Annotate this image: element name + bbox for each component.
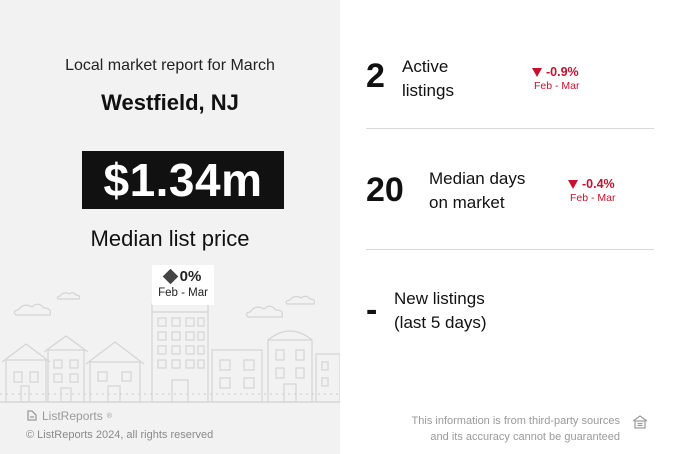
- stat-label: New listings (last 5 days): [394, 287, 487, 335]
- median-price-change-period: Feb - Mar: [158, 287, 208, 299]
- stat-change: -0.4% Feb - Mar: [568, 177, 616, 204]
- divider: [366, 128, 654, 129]
- median-price-change-pct: 0%: [179, 268, 202, 285]
- stat-active-listings: 2 Active listings -0.9% Feb - Mar: [366, 55, 656, 105]
- median-price-label: Median list price: [90, 226, 250, 251]
- triangle-down-icon: [532, 67, 542, 77]
- brand-registered-mark: ®: [106, 412, 112, 420]
- right-panel: 2 Active listings -0.9% Feb - Mar 20 Med…: [340, 0, 680, 454]
- stat-change-pct: -0.9%: [546, 65, 579, 79]
- equal-housing-icon: [632, 415, 648, 429]
- stat-label-line2: on market: [429, 193, 505, 212]
- left-panel: Local market report for March Westfield,…: [0, 0, 340, 454]
- brand-logo: ListReports ®: [26, 409, 112, 423]
- median-price-value: $1.34m: [82, 151, 284, 209]
- stat-number: 2: [366, 57, 385, 95]
- report-title: Local market report for March: [65, 57, 275, 74]
- copyright-text: © ListReports 2024, all rights reserved: [26, 429, 214, 441]
- median-price-change: 0% Feb - Mar: [152, 265, 214, 305]
- stat-change-pct: -0.4%: [582, 177, 615, 191]
- stat-number: 20: [366, 171, 404, 209]
- disclaimer-line2: and its accuracy cannot be guaranteed: [430, 431, 620, 443]
- stat-label-line1: Median days: [429, 169, 526, 188]
- diamond-neutral-icon: [162, 268, 178, 285]
- disclaimer: This information is from third-party sou…: [380, 413, 620, 445]
- stat-number: -: [366, 291, 378, 329]
- stat-new-listings: - New listings (last 5 days): [366, 287, 656, 337]
- stat-change: -0.9% Feb - Mar: [532, 65, 580, 92]
- stat-label-line2: (last 5 days): [394, 313, 487, 332]
- stat-median-days: 20 Median days on market -0.4% Feb - Mar: [366, 167, 656, 217]
- disclaimer-line1: This information is from third-party sou…: [411, 415, 620, 427]
- brand-name: ListReports: [42, 409, 103, 423]
- stat-label-line2: listings: [402, 81, 454, 100]
- listreports-logo-icon: [27, 410, 37, 421]
- divider: [366, 249, 654, 250]
- skyline-illustration: [0, 292, 340, 403]
- triangle-down-icon: [568, 179, 578, 189]
- city-name: Westfield, NJ: [101, 90, 239, 115]
- stat-label-line1: Active: [402, 57, 449, 76]
- stat-label: Active listings: [402, 55, 454, 103]
- stat-change-period: Feb - Mar: [570, 192, 616, 204]
- stat-change-period: Feb - Mar: [534, 80, 580, 92]
- stat-label-line1: New listings: [394, 289, 485, 308]
- stat-label: Median days on market: [429, 167, 525, 215]
